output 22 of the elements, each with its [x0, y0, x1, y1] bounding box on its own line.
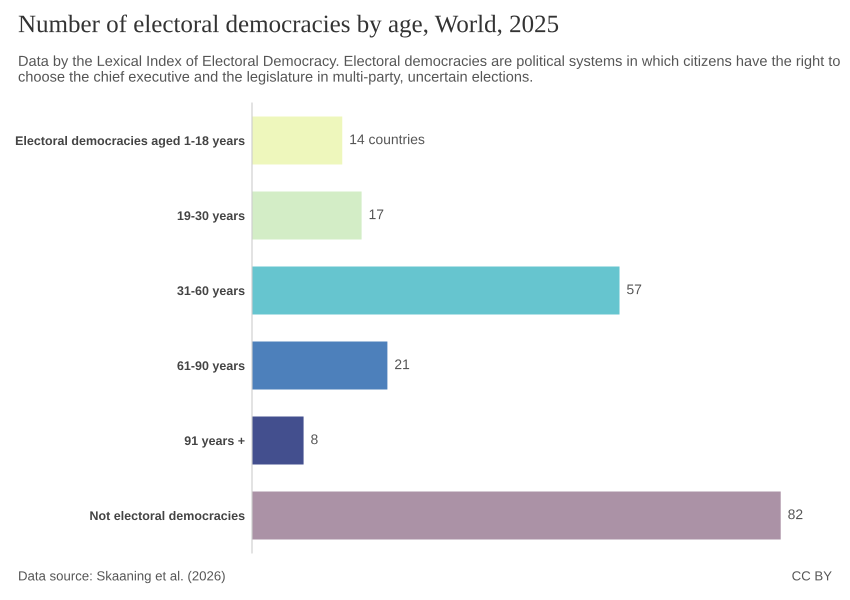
data-label: 17: [370, 210, 384, 220]
data-label: 21: [395, 359, 410, 370]
bar: [252, 192, 362, 240]
y-tick-label: 31-60 years: [177, 286, 245, 298]
chart-title: Number of electoral democracies by age, World, 2025: [18, 14, 558, 38]
data-label: 82: [788, 509, 802, 520]
chart-subtitle: Data by the Lexical Index of Electoral Democracy. Electoral democracies are political systems in which citizens have the right to choose the chief executive and the legislature in multi-party, uncertain elections.: [18, 55, 840, 85]
y-tick-label: 19-30 years: [178, 211, 245, 223]
data-label: 14 countries: [350, 134, 424, 144]
y-tick-label: Electoral democracies aged 1-18 years: [16, 136, 245, 148]
bar: [252, 266, 620, 314]
text: CC BY: [792, 571, 832, 581]
y-tick-label: 91 years +: [184, 436, 245, 448]
data-label: 57: [627, 284, 642, 294]
bar: [252, 416, 304, 464]
y-tick-label: 61-90 years: [177, 361, 245, 373]
bar: [252, 116, 342, 164]
bar: [252, 342, 388, 390]
data-label: 8: [311, 434, 318, 444]
y-tick-label: Not electoral democracies: [90, 510, 245, 520]
source-note: Data source: Skaaning et al. (2026): [19, 570, 225, 584]
bar: [252, 492, 781, 540]
